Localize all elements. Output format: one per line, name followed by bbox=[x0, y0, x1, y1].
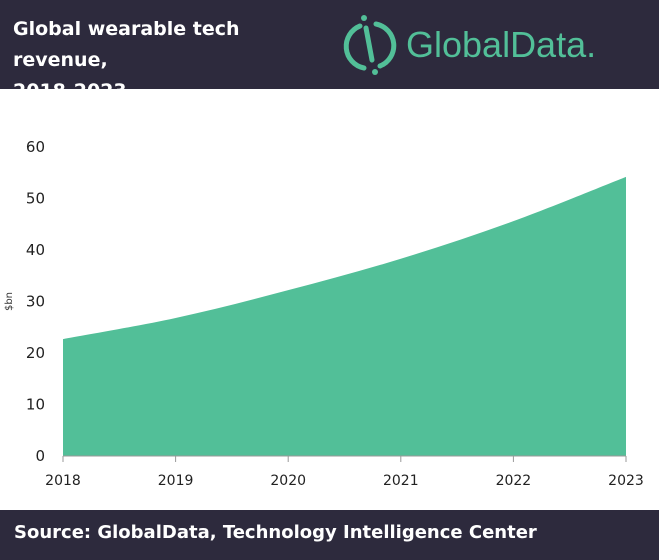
title-line-1: Global wearable tech revenue, bbox=[13, 18, 240, 71]
area-chart: 2018 2019 2020 2021 2022 2023 0 10 20 30 40 50 60 $bn bbox=[4, 138, 644, 489]
y-tick-label: 20 bbox=[26, 344, 45, 362]
x-tick-label: 2020 bbox=[270, 473, 306, 489]
x-tick-label: 2023 bbox=[608, 473, 644, 489]
x-tick-label: 2018 bbox=[45, 473, 81, 489]
area-series bbox=[63, 176, 626, 456]
x-tick-label: 2022 bbox=[496, 473, 532, 489]
y-tick-label: 0 bbox=[35, 447, 45, 465]
y-tick-label: 60 bbox=[26, 138, 45, 156]
logo-text: GlobalData. bbox=[406, 24, 597, 65]
x-tick-label: 2019 bbox=[158, 473, 194, 489]
source-text: Source: GlobalData, Technology Intellige… bbox=[14, 522, 537, 543]
y-tick-label: 30 bbox=[26, 293, 45, 311]
chart-title: Global wearable tech revenue, 2018-2023 bbox=[13, 14, 333, 107]
title-line-2: 2018-2023 bbox=[13, 80, 127, 102]
y-tick-label: 10 bbox=[26, 396, 45, 414]
y-tick-label: 50 bbox=[26, 190, 45, 208]
globaldata-logo-icon bbox=[343, 15, 397, 75]
footer: Source: GlobalData, Technology Intellige… bbox=[0, 510, 659, 560]
globaldata-logo: GlobalData. bbox=[342, 14, 596, 76]
x-tick-label: 2021 bbox=[383, 473, 419, 489]
header: Global wearable tech revenue, 2018-2023 … bbox=[0, 0, 659, 102]
y-tick-label: 40 bbox=[26, 241, 45, 259]
y-axis-label: $bn bbox=[4, 292, 15, 311]
